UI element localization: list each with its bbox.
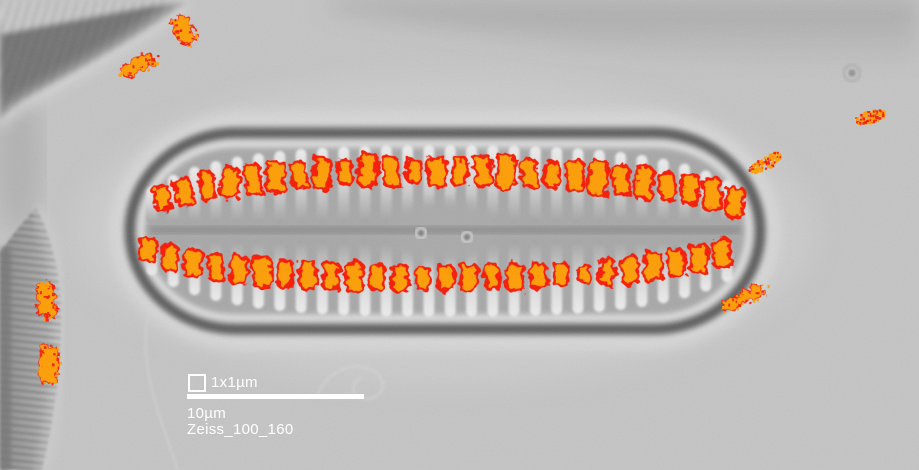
scale-length-label: 10µm xyxy=(187,405,227,422)
scale-bar xyxy=(187,394,364,399)
scale-square-icon xyxy=(188,374,206,392)
microscope-source-label: Zeiss_100_160 xyxy=(187,421,294,438)
scale-square-label: 1x1µm xyxy=(211,374,258,391)
